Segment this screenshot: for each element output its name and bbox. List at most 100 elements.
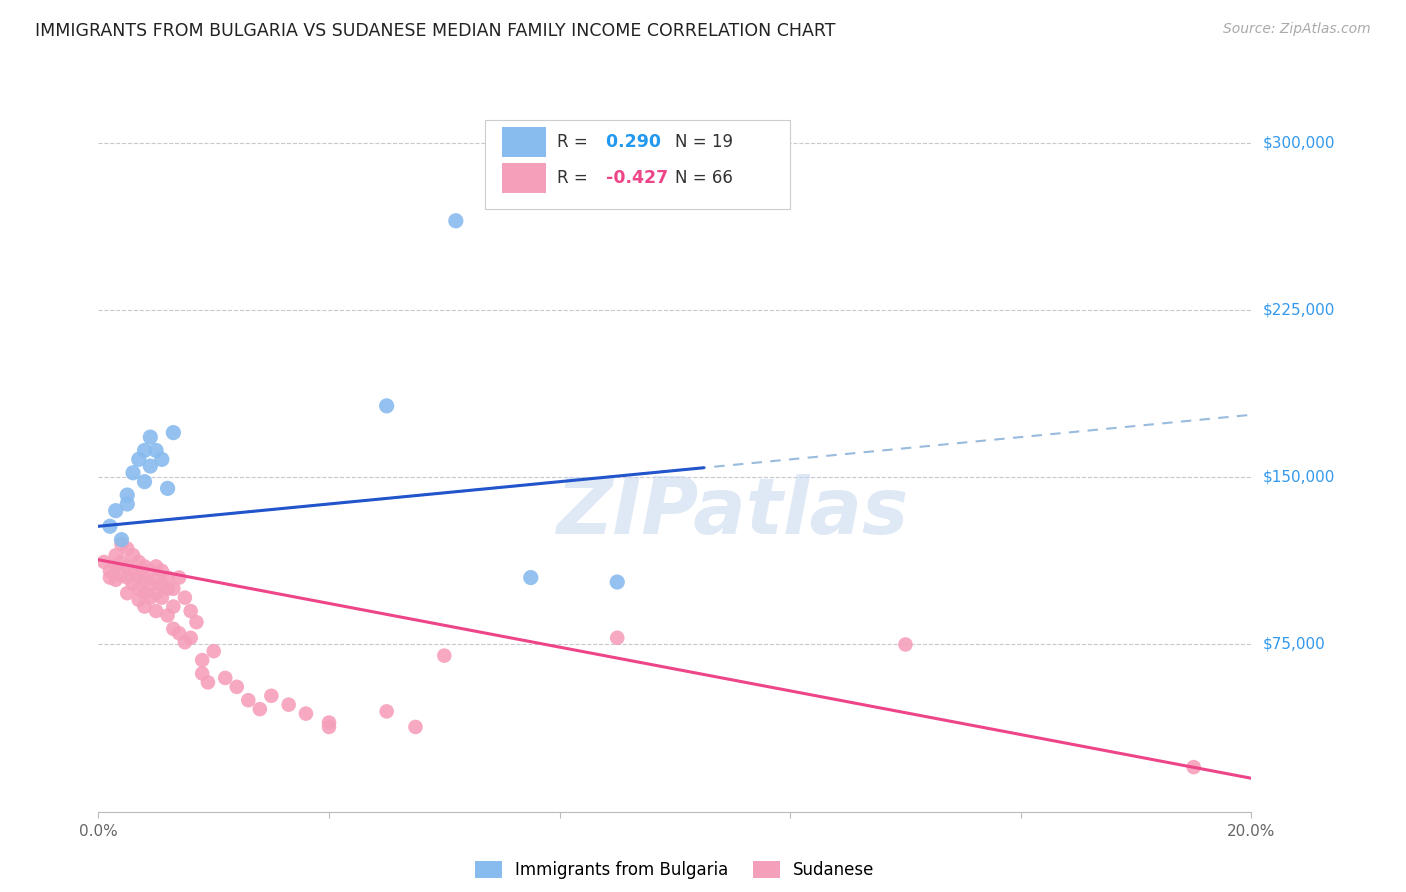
Point [145,604,167,618]
Point [139,458,162,473]
Point [93,555,115,569]
Point [277,698,299,712]
Point [117,586,138,600]
Point [122,577,145,591]
Point [249,702,271,716]
Point [444,213,467,227]
Point [156,608,179,623]
Text: $150,000: $150,000 [1263,470,1334,484]
Point [167,571,190,585]
Point [1182,760,1205,774]
Point [260,689,283,703]
Point [150,564,173,578]
Point [117,488,138,502]
Legend: Immigrants from Bulgaria, Sudanese: Immigrants from Bulgaria, Sudanese [468,854,882,886]
Point [139,591,162,605]
Point [202,644,225,658]
Point [156,482,179,496]
Point [134,599,156,614]
Point [134,443,156,458]
Point [162,582,184,596]
Point [162,425,184,440]
Point [122,466,145,480]
Point [128,452,150,467]
Point [117,559,138,574]
Text: Source: ZipAtlas.com: Source: ZipAtlas.com [1223,22,1371,37]
Point [110,555,132,569]
Text: N = 19: N = 19 [675,134,733,152]
Point [104,559,127,574]
Point [134,475,156,489]
Point [110,537,132,551]
Point [98,519,121,533]
Point [117,571,138,585]
Point [191,666,214,681]
Text: IMMIGRANTS FROM BULGARIA VS SUDANESE MEDIAN FAMILY INCOME CORRELATION CHART: IMMIGRANTS FROM BULGARIA VS SUDANESE MED… [35,22,835,40]
Point [162,622,184,636]
Point [295,706,318,721]
Point [139,564,162,578]
Point [134,573,156,587]
Point [128,592,150,607]
Point [197,675,219,690]
Point [122,548,145,563]
Text: R =: R = [557,134,588,152]
Point [174,591,197,605]
Text: 0.290: 0.290 [600,134,661,152]
Point [150,591,173,605]
Point [134,559,156,574]
Point [433,648,456,663]
Point [98,564,121,578]
Point [180,631,202,645]
FancyBboxPatch shape [502,163,546,193]
Point [104,503,127,517]
Point [606,631,628,645]
Point [150,452,173,467]
Point [110,533,132,547]
Point [104,548,127,563]
Text: -0.427: -0.427 [600,169,668,187]
Point [238,693,260,707]
Point [156,582,179,596]
Point [139,577,162,591]
Point [145,443,167,458]
Point [110,568,132,582]
Point [225,680,247,694]
Point [318,715,340,730]
Point [128,582,150,596]
Point [150,577,173,591]
Point [145,559,167,574]
Point [145,586,167,600]
Text: N = 66: N = 66 [675,169,733,187]
Point [156,571,179,585]
Point [128,555,150,569]
FancyBboxPatch shape [485,120,790,209]
Point [606,574,628,589]
Point [128,568,150,582]
Point [191,653,214,667]
Text: ZIPatlas: ZIPatlas [557,474,908,550]
Point [180,604,202,618]
Point [145,573,167,587]
Point [134,586,156,600]
Point [122,564,145,578]
Point [318,720,340,734]
Point [167,626,190,640]
Point [894,637,917,651]
Point [162,599,184,614]
Point [405,720,427,734]
Text: R =: R = [557,169,588,187]
Point [375,399,398,413]
Point [117,497,138,511]
Point [186,615,208,630]
Point [98,571,121,585]
Point [104,573,127,587]
Point [375,705,398,719]
Text: $300,000: $300,000 [1263,136,1334,150]
Point [214,671,236,685]
Point [139,430,162,444]
Point [520,571,543,585]
Point [174,635,197,649]
Text: $75,000: $75,000 [1263,637,1326,652]
Point [117,541,138,556]
